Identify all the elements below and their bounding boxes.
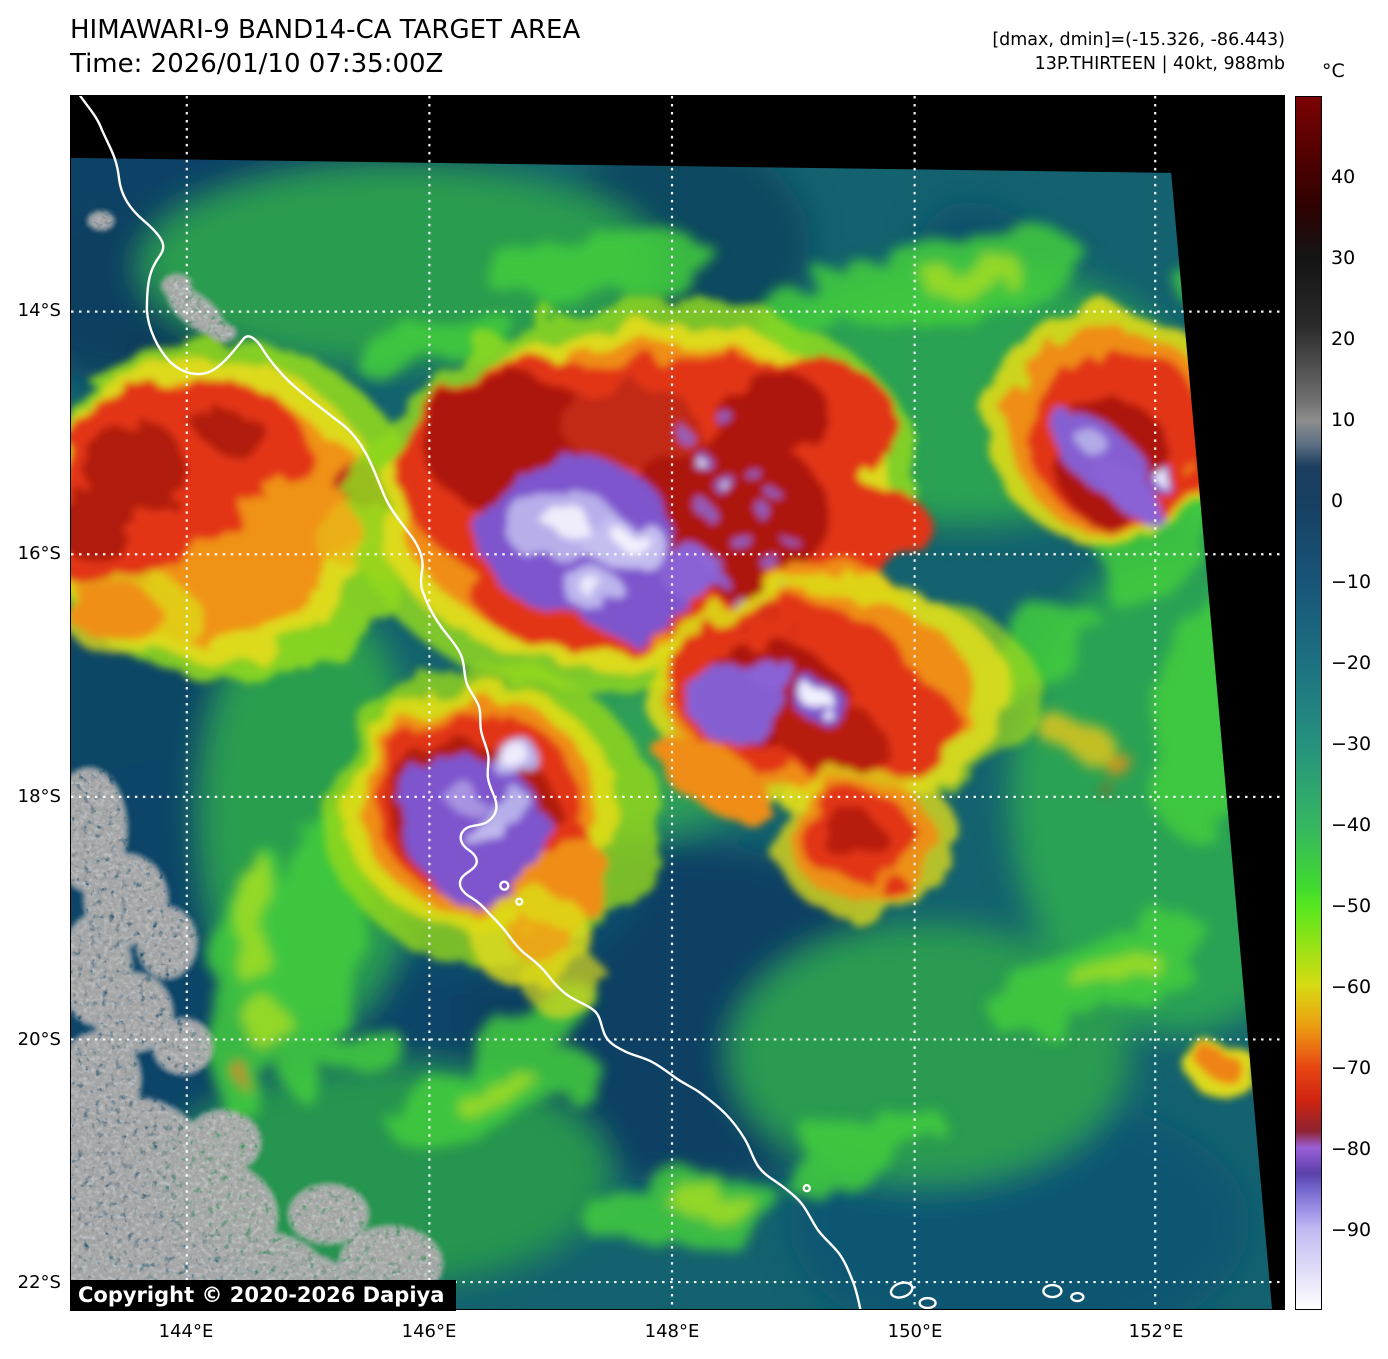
- timestamp: Time: 2026/01/10 07:35:00Z: [70, 49, 444, 79]
- lon-tick-146e: 146°E: [401, 1321, 457, 1342]
- lat-tick-16s: 16°S: [17, 543, 61, 564]
- lon-tick-152e: 152°E: [1128, 1321, 1184, 1342]
- dmax-dmin-readout: [dmax, dmin]=(-15.326, -86.443): [992, 30, 1285, 50]
- cbar-tick-0: 0: [1331, 490, 1344, 512]
- lat-tick-22s: 22°S: [17, 1272, 61, 1293]
- lat-tick-20s: 20°S: [17, 1029, 61, 1050]
- colorbar-unit-label: °C: [1322, 60, 1345, 82]
- map-plot-area: Copyright © 2020-2026 Dapiya: [70, 95, 1285, 1311]
- cbar-tick-m50: −50: [1331, 895, 1372, 917]
- cbar-tick-m30: −30: [1331, 733, 1372, 755]
- cbar-tick-40: 40: [1331, 166, 1356, 188]
- cbar-tick-30: 30: [1331, 247, 1356, 269]
- lon-tick-144e: 144°E: [158, 1321, 214, 1342]
- lat-tick-14s: 14°S: [17, 300, 61, 321]
- cbar-tick-20: 20: [1331, 328, 1356, 350]
- coastline: [78, 96, 1085, 1309]
- temperature-colorbar: [1295, 96, 1322, 1310]
- copyright-badge: Copyright © 2020-2026 Dapiya: [70, 1280, 457, 1311]
- cbar-tick-m20: −20: [1331, 652, 1372, 674]
- cbar-tick-m60: −60: [1331, 976, 1372, 998]
- cbar-tick-10: 10: [1331, 409, 1356, 431]
- cbar-tick-m80: −80: [1331, 1138, 1372, 1160]
- cbar-tick-m10: −10: [1331, 571, 1372, 593]
- lon-tick-148e: 148°E: [644, 1321, 700, 1342]
- lat-tick-18s: 18°S: [17, 786, 61, 807]
- cbar-tick-m90: −90: [1331, 1219, 1372, 1241]
- satellite-ir-image: [71, 96, 1284, 1309]
- page-title: HIMAWARI-9 BAND14-CA TARGET AREA: [70, 15, 581, 45]
- cbar-tick-m40: −40: [1331, 814, 1372, 836]
- cbar-tick-m70: −70: [1331, 1057, 1372, 1079]
- storm-info: 13P.THIRTEEN | 40kt, 988mb: [1034, 54, 1285, 74]
- lon-tick-150e: 150°E: [887, 1321, 943, 1342]
